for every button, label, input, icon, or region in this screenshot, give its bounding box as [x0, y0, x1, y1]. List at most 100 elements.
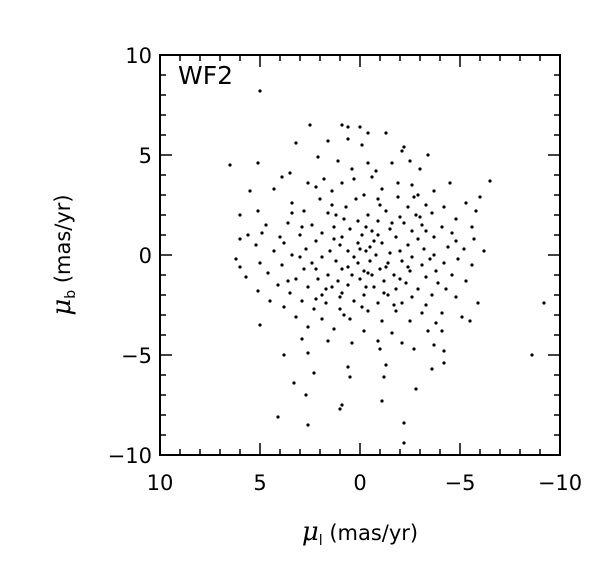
data-point	[408, 319, 412, 323]
data-point	[442, 349, 446, 353]
data-point	[310, 261, 314, 265]
data-point	[312, 307, 316, 311]
data-point	[412, 347, 416, 351]
data-point	[424, 275, 428, 279]
data-point	[394, 309, 398, 313]
data-point	[288, 171, 292, 175]
data-point	[432, 189, 436, 193]
x-tick-label: 0	[353, 471, 366, 495]
data-point	[414, 213, 418, 217]
data-point	[282, 305, 286, 309]
data-point	[376, 219, 380, 223]
data-point	[364, 249, 368, 253]
data-point	[280, 263, 284, 267]
data-point	[342, 313, 346, 317]
axis-ticks	[160, 55, 560, 455]
data-point	[366, 131, 370, 135]
data-point	[468, 319, 472, 323]
data-point	[362, 293, 366, 297]
data-point	[360, 305, 364, 309]
data-point	[426, 329, 430, 333]
data-point	[472, 237, 476, 241]
data-point	[478, 195, 482, 199]
data-point	[320, 317, 324, 321]
data-point	[332, 225, 336, 229]
data-point	[448, 181, 452, 185]
data-point	[368, 259, 372, 263]
data-point	[416, 287, 420, 291]
data-point	[408, 269, 412, 273]
data-point	[366, 271, 370, 275]
data-point	[370, 273, 374, 277]
data-point	[408, 159, 412, 163]
data-point	[302, 267, 306, 271]
data-point	[376, 301, 380, 305]
data-point	[414, 387, 418, 391]
data-point	[346, 137, 350, 141]
data-point	[290, 211, 294, 215]
data-point	[346, 365, 350, 369]
data-point	[310, 223, 314, 227]
data-point	[260, 231, 264, 235]
scatter-points	[228, 89, 546, 445]
data-point	[402, 441, 406, 445]
data-point	[234, 257, 238, 261]
data-point	[412, 195, 416, 199]
data-point	[268, 299, 272, 303]
data-point	[238, 213, 242, 217]
data-point	[360, 233, 364, 237]
data-point	[362, 193, 366, 197]
data-point	[340, 235, 344, 239]
data-point	[396, 181, 400, 185]
data-point	[382, 291, 386, 295]
x-tick-label: −10	[538, 471, 582, 495]
data-point	[334, 213, 338, 217]
data-point	[238, 265, 242, 269]
data-point	[264, 223, 268, 227]
data-point	[418, 215, 422, 219]
data-point	[454, 239, 458, 243]
data-point	[440, 329, 444, 333]
data-point	[294, 141, 298, 145]
data-point	[542, 301, 546, 305]
data-point	[380, 241, 384, 245]
data-point	[436, 281, 440, 285]
data-point	[316, 155, 320, 159]
data-point	[298, 255, 302, 259]
data-point	[442, 361, 446, 365]
data-point	[276, 283, 280, 287]
data-point	[314, 239, 318, 243]
data-point	[430, 367, 434, 371]
data-point	[324, 287, 328, 291]
data-point	[416, 237, 420, 241]
y-tick-label: 0	[139, 244, 152, 268]
data-point	[384, 363, 388, 367]
data-point	[312, 371, 316, 375]
data-point	[258, 261, 262, 265]
data-point	[410, 229, 414, 233]
data-point	[340, 291, 344, 295]
data-point	[276, 415, 280, 419]
data-point	[460, 315, 464, 319]
data-point	[340, 267, 344, 271]
data-point	[370, 175, 374, 179]
data-point	[294, 277, 298, 281]
data-point	[434, 269, 438, 273]
data-point	[332, 237, 336, 241]
data-point	[290, 253, 294, 257]
data-point	[314, 267, 318, 271]
data-point	[346, 125, 350, 129]
data-point	[272, 249, 276, 253]
data-point	[376, 339, 380, 343]
data-point	[454, 295, 458, 299]
data-point	[340, 181, 344, 185]
data-point	[306, 181, 310, 185]
data-point	[244, 275, 248, 279]
data-point	[304, 247, 308, 251]
data-point	[332, 327, 336, 331]
data-point	[390, 161, 394, 165]
data-point	[380, 399, 384, 403]
data-point	[256, 289, 260, 293]
data-point	[338, 307, 342, 311]
